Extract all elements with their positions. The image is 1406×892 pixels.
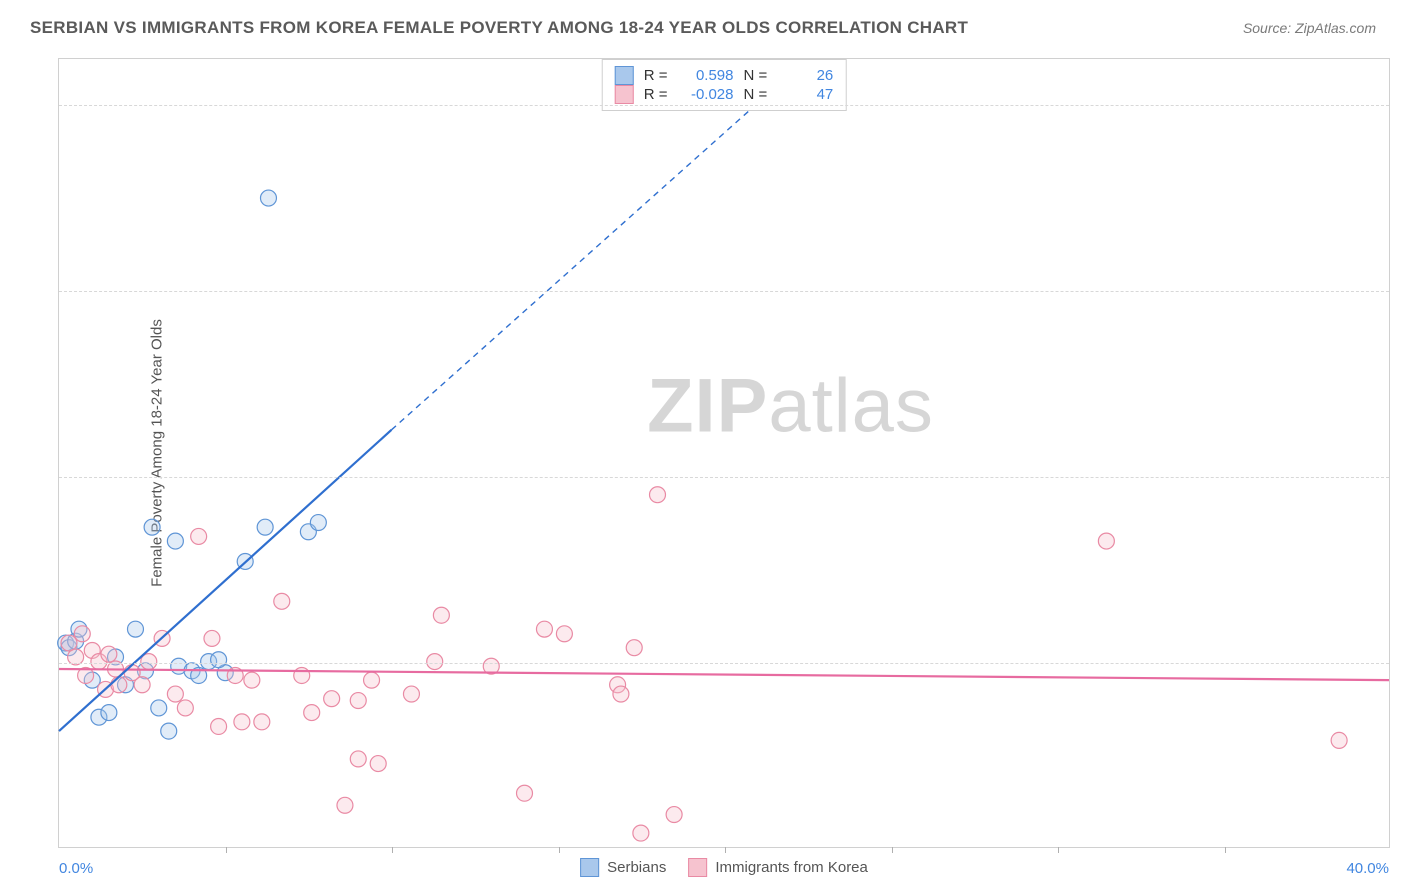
- data-point-korea: [74, 626, 90, 642]
- legend-label-korea: Immigrants from Korea: [715, 859, 868, 876]
- x-tick-mark: [1058, 847, 1059, 853]
- x-tick-label: 0.0%: [59, 860, 93, 877]
- data-point-korea: [364, 672, 380, 688]
- r-label: R =: [644, 67, 668, 84]
- x-tick-mark: [392, 847, 393, 853]
- legend-item-korea: Immigrants from Korea: [688, 858, 868, 877]
- n-label: N =: [744, 67, 768, 84]
- data-point-korea: [204, 630, 220, 646]
- data-point-korea: [211, 719, 227, 735]
- data-point-korea: [666, 807, 682, 823]
- data-point-korea: [167, 686, 183, 702]
- data-point-korea: [626, 640, 642, 656]
- x-tick-mark: [1225, 847, 1226, 853]
- gridline: [59, 663, 1389, 664]
- data-point-korea: [124, 665, 140, 681]
- data-point-korea: [191, 528, 207, 544]
- data-point-korea: [304, 705, 320, 721]
- x-tick-mark: [559, 847, 560, 853]
- x-tick-mark: [892, 847, 893, 853]
- data-point-korea: [350, 751, 366, 767]
- gridline: [59, 477, 1389, 478]
- data-point-serbians: [151, 700, 167, 716]
- chart-source: Source: ZipAtlas.com: [1243, 20, 1376, 36]
- correlation-legend: R = 0.598 N = 26 R = -0.028 N = 47: [602, 59, 847, 111]
- swatch-korea-icon: [615, 85, 634, 104]
- data-point-serbians: [127, 621, 143, 637]
- n-value-serbians: 26: [777, 67, 833, 84]
- data-point-korea: [274, 593, 290, 609]
- data-point-korea: [433, 607, 449, 623]
- data-point-korea: [556, 626, 572, 642]
- r-label: R =: [644, 86, 668, 103]
- data-point-korea: [244, 672, 260, 688]
- data-point-korea: [517, 785, 533, 801]
- data-point-korea: [337, 797, 353, 813]
- x-tick-mark: [226, 847, 227, 853]
- data-point-korea: [350, 693, 366, 709]
- data-point-serbians: [260, 190, 276, 206]
- data-point-korea: [613, 686, 629, 702]
- trendline-dash-serbians: [392, 59, 808, 430]
- data-point-serbians: [101, 705, 117, 721]
- n-label: N =: [744, 86, 768, 103]
- data-point-serbians: [211, 652, 227, 668]
- data-point-korea: [177, 700, 193, 716]
- r-value-serbians: 0.598: [678, 67, 734, 84]
- data-point-korea: [370, 756, 386, 772]
- data-point-korea: [254, 714, 270, 730]
- data-point-korea: [1331, 732, 1347, 748]
- trendline-serbians: [59, 430, 392, 731]
- series-legend: Serbians Immigrants from Korea: [580, 858, 868, 877]
- data-point-serbians: [257, 519, 273, 535]
- data-point-serbians: [310, 515, 326, 531]
- legend-label-serbians: Serbians: [607, 859, 666, 876]
- x-tick-label: 40.0%: [1346, 860, 1389, 877]
- data-point-korea: [101, 646, 117, 662]
- r-value-korea: -0.028: [678, 86, 734, 103]
- data-point-serbians: [167, 533, 183, 549]
- swatch-serbians-icon: [580, 858, 599, 877]
- chart-header: SERBIAN VS IMMIGRANTS FROM KOREA FEMALE …: [30, 18, 1376, 38]
- swatch-korea-icon: [688, 858, 707, 877]
- data-point-korea: [234, 714, 250, 730]
- swatch-serbians-icon: [615, 66, 634, 85]
- data-point-korea: [403, 686, 419, 702]
- chart-title: SERBIAN VS IMMIGRANTS FROM KOREA FEMALE …: [30, 18, 968, 38]
- scatter-plot-svg: [59, 59, 1389, 847]
- data-point-korea: [536, 621, 552, 637]
- gridline: [59, 291, 1389, 292]
- data-point-korea: [427, 654, 443, 670]
- data-point-serbians: [144, 519, 160, 535]
- gridline: [59, 105, 1389, 106]
- data-point-korea: [1098, 533, 1114, 549]
- correlation-row-korea: R = -0.028 N = 47: [615, 85, 834, 104]
- chart-plot-area: Female Poverty Among 18-24 Year Olds ZIP…: [58, 58, 1390, 848]
- data-point-korea: [633, 825, 649, 841]
- x-tick-mark: [725, 847, 726, 853]
- data-point-serbians: [161, 723, 177, 739]
- correlation-row-serbians: R = 0.598 N = 26: [615, 66, 834, 85]
- data-point-korea: [111, 677, 127, 693]
- data-point-korea: [324, 691, 340, 707]
- n-value-korea: 47: [777, 86, 833, 103]
- legend-item-serbians: Serbians: [580, 858, 666, 877]
- data-point-korea: [650, 487, 666, 503]
